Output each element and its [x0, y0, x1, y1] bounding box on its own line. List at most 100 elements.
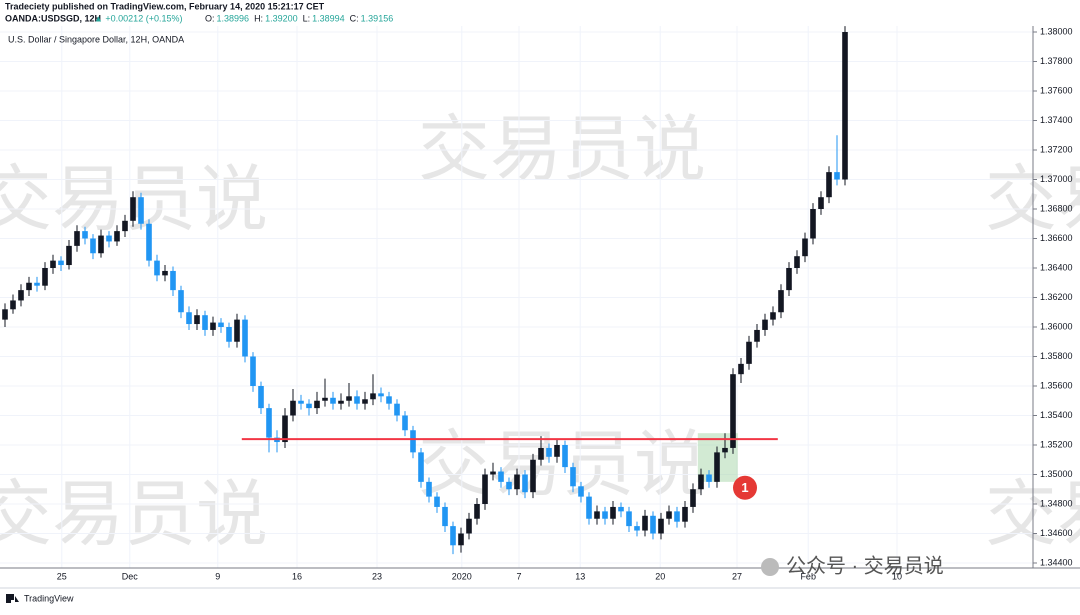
candle-body	[234, 319, 240, 342]
candle-body	[210, 322, 216, 330]
y-tick-label: 1.37000	[1040, 174, 1073, 184]
wechat-icon	[761, 558, 779, 576]
candle-body	[154, 260, 160, 276]
candle-body	[530, 459, 536, 493]
candle-body	[42, 267, 48, 286]
candle-body	[322, 397, 328, 401]
x-tick-label: 2020	[452, 571, 472, 581]
candle-body	[10, 300, 16, 310]
candle-body	[378, 393, 384, 397]
y-tick-label: 1.34400	[1040, 557, 1073, 567]
y-tick-label: 1.35800	[1040, 351, 1073, 361]
ohlc-value: 1.39200	[265, 13, 298, 23]
candle-body	[482, 474, 488, 504]
marker-label: 1	[741, 480, 748, 495]
y-tick-label: 1.36600	[1040, 233, 1073, 243]
candle-body	[346, 396, 352, 401]
candle-body	[842, 32, 848, 180]
symbol: OANDA:USDSGD, 12H	[5, 13, 101, 23]
marker	[733, 475, 757, 500]
candle-body	[826, 172, 832, 198]
y-tick-label: 1.36400	[1040, 262, 1073, 272]
y-tick-label: 1.37200	[1040, 144, 1073, 154]
ohlc-label: C:	[350, 13, 359, 23]
ohlc-value: 1.39156	[361, 13, 394, 23]
tv-logo	[6, 594, 19, 603]
candle-body	[194, 315, 200, 325]
candle-body	[130, 197, 136, 221]
x-tick-label: Feb	[800, 571, 816, 581]
y-tick-label: 1.36800	[1040, 203, 1073, 213]
candle-body	[610, 506, 616, 519]
candle-body	[138, 197, 144, 224]
candle-body	[50, 260, 56, 268]
candle-body	[658, 518, 664, 534]
candle-body	[18, 290, 24, 301]
candle-body	[578, 486, 584, 497]
x-tick-label: 7	[516, 571, 521, 581]
candle-body	[338, 400, 344, 404]
candle-body	[618, 506, 624, 512]
candle-body	[570, 467, 576, 487]
candle-body	[698, 474, 704, 490]
candle-body	[298, 400, 304, 404]
candle-body	[362, 399, 368, 404]
candle-body	[682, 506, 688, 522]
candle-body	[58, 260, 64, 266]
candle-body	[370, 393, 376, 400]
candle-body	[202, 315, 208, 330]
x-tick-label: 23	[372, 571, 382, 581]
candle-body	[706, 474, 712, 482]
candle-body	[114, 231, 120, 242]
candle-body	[418, 452, 424, 482]
candle-body	[306, 403, 312, 409]
candle-body	[498, 471, 504, 482]
candle-body	[410, 430, 416, 453]
x-tick-label: 25	[57, 571, 67, 581]
x-tick-label: 9	[215, 571, 220, 581]
candle-body	[738, 363, 744, 375]
candle-body	[562, 444, 568, 468]
y-tick-label: 1.37400	[1040, 115, 1073, 125]
candle-body	[554, 444, 560, 457]
candle-body	[434, 496, 440, 507]
candle-body	[250, 356, 256, 386]
header-bg	[0, 0, 1080, 26]
candle-body	[106, 235, 112, 242]
candle-body	[178, 290, 184, 313]
publisher: Tradeciety published on TradingView.com,…	[5, 1, 325, 11]
candle-body	[82, 231, 88, 239]
candle-body	[330, 397, 336, 404]
ohlc-label: H:	[254, 13, 263, 23]
candle-body	[762, 319, 768, 330]
credit: 公众号 · 交易员说	[786, 554, 944, 577]
candle-body	[402, 415, 408, 431]
x-tick-label: 20	[655, 571, 665, 581]
watermark: 交易员说	[418, 425, 706, 505]
ohlc-label: L:	[303, 13, 311, 23]
candle-body	[538, 447, 544, 460]
candle-body	[2, 309, 8, 320]
candle-body	[170, 270, 176, 291]
watermarks: 交易员说 交易员说 交易员说 交易员说 交易员说 交易员说	[0, 110, 1080, 555]
candle-body	[226, 326, 232, 342]
y-tick-label: 1.37600	[1040, 85, 1073, 95]
candle-body	[442, 506, 448, 527]
candle-body	[450, 526, 456, 546]
candle-body	[394, 403, 400, 416]
candle-body	[810, 208, 816, 239]
y-tick-label: 1.34800	[1040, 498, 1073, 508]
candle-body	[386, 396, 392, 404]
candle-body	[594, 511, 600, 519]
candle-body	[778, 290, 784, 313]
candle-body	[258, 385, 264, 409]
candle-body	[290, 400, 296, 416]
candle-body	[466, 518, 472, 534]
candle-body	[746, 341, 752, 364]
y-tick-label: 1.35000	[1040, 469, 1073, 479]
y-tick-label: 1.37800	[1040, 56, 1073, 66]
candle-body	[218, 322, 224, 327]
x-tick-label: 10	[892, 571, 902, 581]
